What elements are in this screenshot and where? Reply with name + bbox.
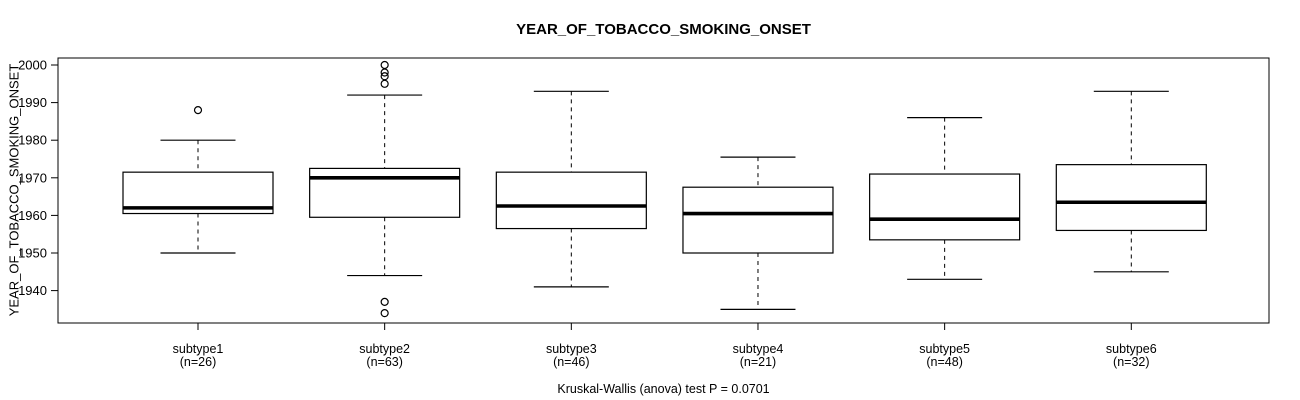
boxplot-group: subtype4(n=21): [682, 156, 834, 369]
plot-frame: [57, 57, 1270, 324]
outlier-point: [380, 60, 389, 70]
iqr-box: [682, 186, 834, 254]
iqr-box: [495, 171, 647, 230]
boxplot-group: subtype3(n=46): [495, 90, 647, 369]
x-tick-label: subtype2: [359, 342, 410, 356]
x-tick-label: subtype3: [546, 342, 597, 356]
x-tick-label: subtype1: [173, 342, 224, 356]
x-tick-sample-size-label: (n=26): [180, 355, 216, 369]
chart-title: YEAR_OF_TOBACCO_SMOKING_ONSET: [516, 21, 811, 38]
x-tick-sample-size-label: (n=32): [1113, 355, 1149, 369]
y-tick-label: 1950: [18, 246, 47, 261]
statistical-test-caption: Kruskal-Wallis (anova) test P = 0.0701: [557, 382, 770, 396]
outlier-point: [380, 79, 389, 88]
boxplot-group: subtype5(n=48): [869, 117, 1021, 369]
x-tick-sample-size-label: (n=48): [926, 355, 962, 369]
iqr-box: [309, 167, 461, 218]
iqr-box: [869, 173, 1021, 241]
x-tick-label: subtype6: [1106, 342, 1157, 356]
y-tick-label: 1970: [18, 170, 47, 185]
boxplot-group: subtype2(n=63): [309, 60, 461, 369]
boxplot-group: subtype1(n=26): [122, 106, 274, 369]
y-tick-label: 1960: [18, 208, 47, 223]
y-tick-label: 1980: [18, 133, 47, 148]
y-tick-label: 1990: [18, 95, 47, 110]
x-tick-sample-size-label: (n=63): [366, 355, 402, 369]
boxplot-group: subtype6(n=32): [1055, 90, 1207, 369]
outlier-point: [380, 297, 389, 306]
outlier-point: [380, 309, 389, 318]
x-tick-sample-size-label: (n=21): [740, 355, 776, 369]
y-tick-label: 2000: [18, 58, 47, 73]
x-tick-label: subtype5: [919, 342, 970, 356]
outlier-point: [193, 106, 203, 115]
outlier-point: [380, 68, 389, 77]
iqr-box: [1055, 164, 1207, 232]
x-tick-label: subtype4: [733, 342, 784, 356]
x-tick-sample-size-label: (n=46): [553, 355, 589, 369]
y-tick-label: 1940: [18, 283, 47, 298]
